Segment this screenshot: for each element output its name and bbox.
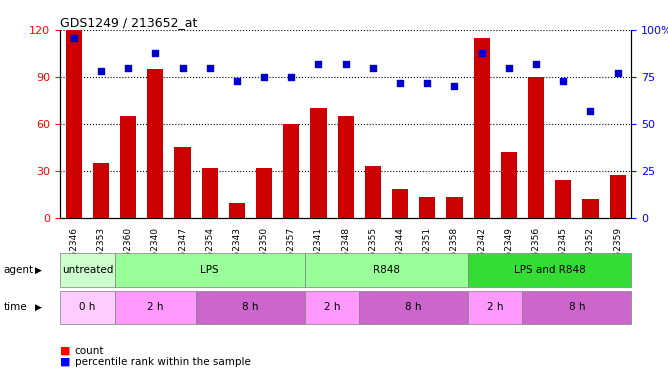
Bar: [93, 163, 109, 218]
Text: ▶: ▶: [35, 266, 41, 274]
Text: R848: R848: [373, 265, 400, 275]
Bar: [365, 166, 381, 218]
Text: time: time: [3, 303, 27, 312]
Text: 2 h: 2 h: [324, 303, 340, 312]
Bar: [256, 168, 273, 217]
Bar: [147, 69, 164, 218]
Point: [558, 78, 568, 84]
Point: [476, 50, 487, 55]
Text: LPS and R848: LPS and R848: [514, 265, 586, 275]
Point: [449, 83, 460, 89]
Bar: [501, 152, 517, 217]
Point: [232, 78, 242, 84]
Text: GDS1249 / 213652_at: GDS1249 / 213652_at: [60, 16, 198, 29]
Bar: [202, 168, 218, 217]
Point: [96, 68, 106, 74]
Text: ■: ■: [60, 357, 71, 367]
Bar: [555, 180, 571, 218]
Point: [177, 64, 188, 70]
Point: [204, 64, 215, 70]
Bar: [474, 38, 490, 218]
Point: [367, 64, 378, 70]
Point: [259, 74, 269, 80]
Point: [286, 74, 297, 80]
Text: LPS: LPS: [200, 265, 219, 275]
Bar: [228, 203, 245, 217]
Bar: [283, 124, 299, 218]
Bar: [582, 199, 599, 217]
Bar: [446, 197, 463, 217]
Bar: [65, 30, 82, 217]
Bar: [609, 176, 626, 217]
Point: [395, 80, 405, 86]
Text: agent: agent: [3, 265, 33, 275]
Text: ▶: ▶: [35, 303, 41, 312]
Text: 2 h: 2 h: [487, 303, 504, 312]
Bar: [419, 197, 436, 217]
Point: [530, 61, 541, 67]
Point: [504, 64, 514, 70]
Bar: [337, 116, 354, 218]
Text: ■: ■: [60, 346, 71, 355]
Text: untreated: untreated: [61, 265, 113, 275]
Text: 0 h: 0 h: [79, 303, 96, 312]
Text: 8 h: 8 h: [242, 303, 259, 312]
Text: 2 h: 2 h: [147, 303, 164, 312]
Point: [613, 70, 623, 76]
Point: [585, 108, 596, 114]
Point: [422, 80, 433, 86]
Text: percentile rank within the sample: percentile rank within the sample: [75, 357, 250, 367]
Point: [340, 61, 351, 67]
Point: [313, 61, 324, 67]
Point: [123, 64, 134, 70]
Bar: [528, 77, 544, 218]
Text: 8 h: 8 h: [405, 303, 422, 312]
Point: [150, 50, 161, 55]
Bar: [120, 116, 136, 218]
Text: count: count: [75, 346, 104, 355]
Bar: [174, 147, 190, 218]
Text: 8 h: 8 h: [568, 303, 585, 312]
Point: [68, 34, 79, 40]
Bar: [311, 108, 327, 218]
Bar: [392, 189, 408, 217]
